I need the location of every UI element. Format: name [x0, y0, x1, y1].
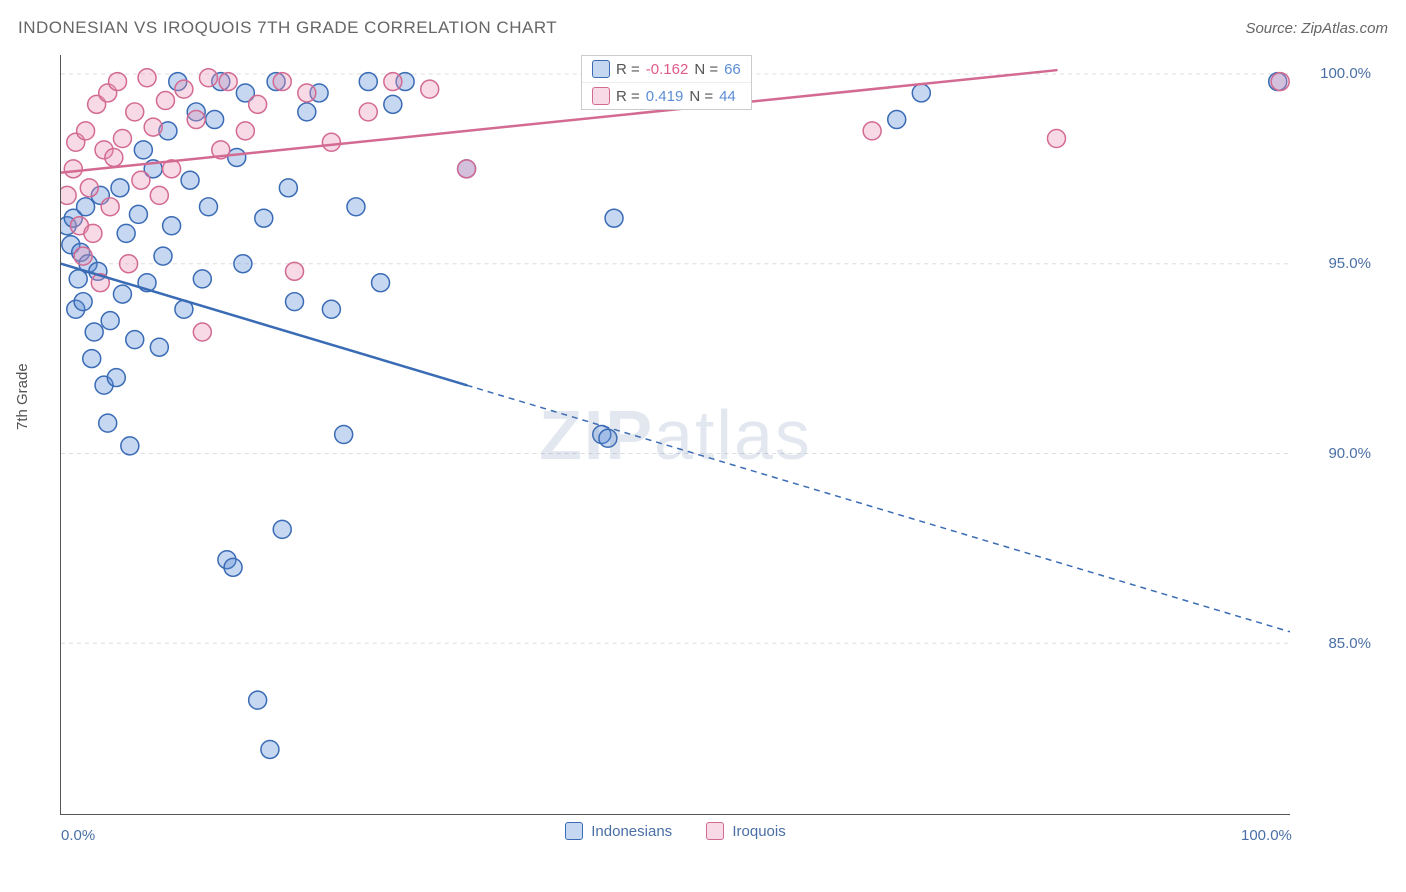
- n-value-1: 66: [724, 61, 741, 78]
- series-legend: Indonesians Iroquois: [61, 822, 1290, 844]
- n-label-1: N =: [694, 61, 718, 78]
- ytick-label: 90.0%: [1301, 445, 1371, 462]
- swatch-pink-icon: [592, 87, 610, 105]
- chart-svg: [61, 55, 1290, 814]
- legend-swatch-blue-icon: [565, 822, 583, 840]
- ytick-label: 100.0%: [1301, 65, 1371, 82]
- xtick-label: 0.0%: [61, 827, 95, 844]
- plot-area: ZIPatlas R = -0.162 N = 66 R = 0.419 N =…: [60, 55, 1290, 815]
- r-value-2: 0.419: [646, 88, 684, 105]
- y-axis-label: 7th Grade: [14, 363, 31, 430]
- swatch-blue-icon: [592, 60, 610, 78]
- r-label-1: R =: [616, 61, 640, 78]
- legend-item-1: Indonesians: [565, 822, 672, 840]
- legend-label-1: Indonesians: [591, 823, 672, 840]
- n-value-2: 44: [719, 88, 736, 105]
- ytick-label: 95.0%: [1301, 255, 1371, 272]
- r-label-2: R =: [616, 88, 640, 105]
- xtick-label: 100.0%: [1241, 827, 1292, 844]
- n-label-2: N =: [689, 88, 713, 105]
- stats-row-1: R = -0.162 N = 66: [582, 56, 751, 82]
- legend-label-2: Iroquois: [732, 823, 785, 840]
- stats-row-2: R = 0.419 N = 44: [582, 82, 751, 109]
- ytick-label: 85.0%: [1301, 635, 1371, 652]
- legend-swatch-pink-icon: [706, 822, 724, 840]
- source-label: Source: ZipAtlas.com: [1245, 20, 1388, 37]
- legend-item-2: Iroquois: [706, 822, 785, 840]
- chart-title: INDONESIAN VS IROQUOIS 7TH GRADE CORRELA…: [18, 18, 557, 38]
- stats-legend: R = -0.162 N = 66 R = 0.419 N = 44: [581, 55, 752, 110]
- r-value-1: -0.162: [646, 61, 689, 78]
